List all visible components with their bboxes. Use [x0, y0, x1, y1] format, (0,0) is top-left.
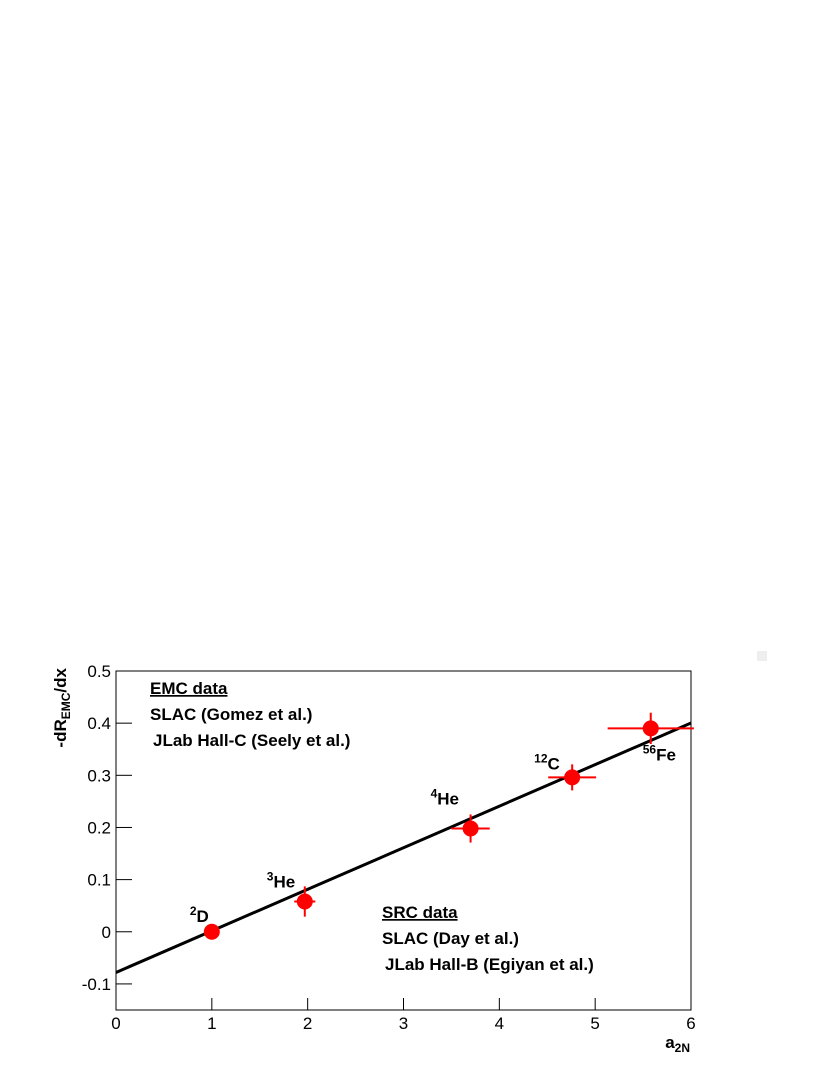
point-label-mass: 2	[190, 904, 197, 918]
data-point	[462, 820, 479, 837]
x-axis-title: a2N	[665, 1033, 690, 1055]
point-label-symbol: Fe	[656, 745, 676, 764]
y-axis-title-main: -dR	[51, 719, 70, 747]
point-label-mass: 56	[643, 742, 657, 756]
annotation-line: JLab Hall-B (Egiyan et al.)	[385, 955, 594, 974]
data-point	[296, 893, 313, 910]
y-tick-label: 0.1	[87, 871, 111, 890]
annotation-line: JLab Hall-C (Seely et al.)	[153, 731, 350, 750]
point-label: 3He	[267, 870, 295, 892]
data-point	[564, 769, 581, 786]
y-axis-title-sub: EMC	[59, 692, 73, 719]
y-tick-label: 0.3	[87, 766, 111, 785]
x-axis-title-main: a	[665, 1033, 675, 1052]
point-label: 4He	[431, 787, 459, 809]
annotation-heading: SRC data	[382, 903, 458, 922]
x-tick-label: 4	[495, 1014, 504, 1033]
point-label-symbol: He	[437, 790, 459, 809]
point-label-mass: 3	[267, 870, 274, 884]
x-tick-label: 0	[111, 1014, 120, 1033]
point-label-symbol: D	[197, 907, 209, 926]
y-tick-label: 0.2	[87, 818, 111, 837]
x-tick-label: 5	[590, 1014, 599, 1033]
y-axis-title-end: /dx	[51, 667, 70, 692]
point-label: 56Fe	[643, 742, 676, 764]
marker-square	[757, 651, 767, 661]
x-tick-label: 1	[207, 1014, 216, 1033]
x-tick-label: 6	[686, 1014, 695, 1033]
point-label-symbol: C	[548, 754, 560, 773]
annotation-line: SLAC (Day et al.)	[382, 929, 519, 948]
point-label-symbol: He	[273, 873, 295, 892]
x-tick-label: 3	[399, 1014, 408, 1033]
x-axis-title-sub: 2N	[675, 1041, 690, 1055]
y-tick-label: 0.5	[87, 662, 111, 681]
point-label: 12C	[534, 751, 560, 773]
x-tick-label: 2	[303, 1014, 312, 1033]
y-axis-title: -dREMC/dx	[51, 667, 73, 747]
point-label: 2D	[190, 904, 209, 926]
data-point	[203, 923, 220, 940]
annotation-line: SLAC (Gomez et al.)	[150, 705, 312, 724]
point-label-mass: 12	[534, 751, 548, 765]
y-tick-label: 0.4	[87, 714, 111, 733]
data-point	[642, 720, 659, 737]
annotation-heading: EMC data	[150, 679, 228, 698]
y-tick-label: -0.1	[82, 975, 111, 994]
y-tick-label: 0	[102, 923, 111, 942]
point-label-mass: 4	[431, 787, 438, 801]
